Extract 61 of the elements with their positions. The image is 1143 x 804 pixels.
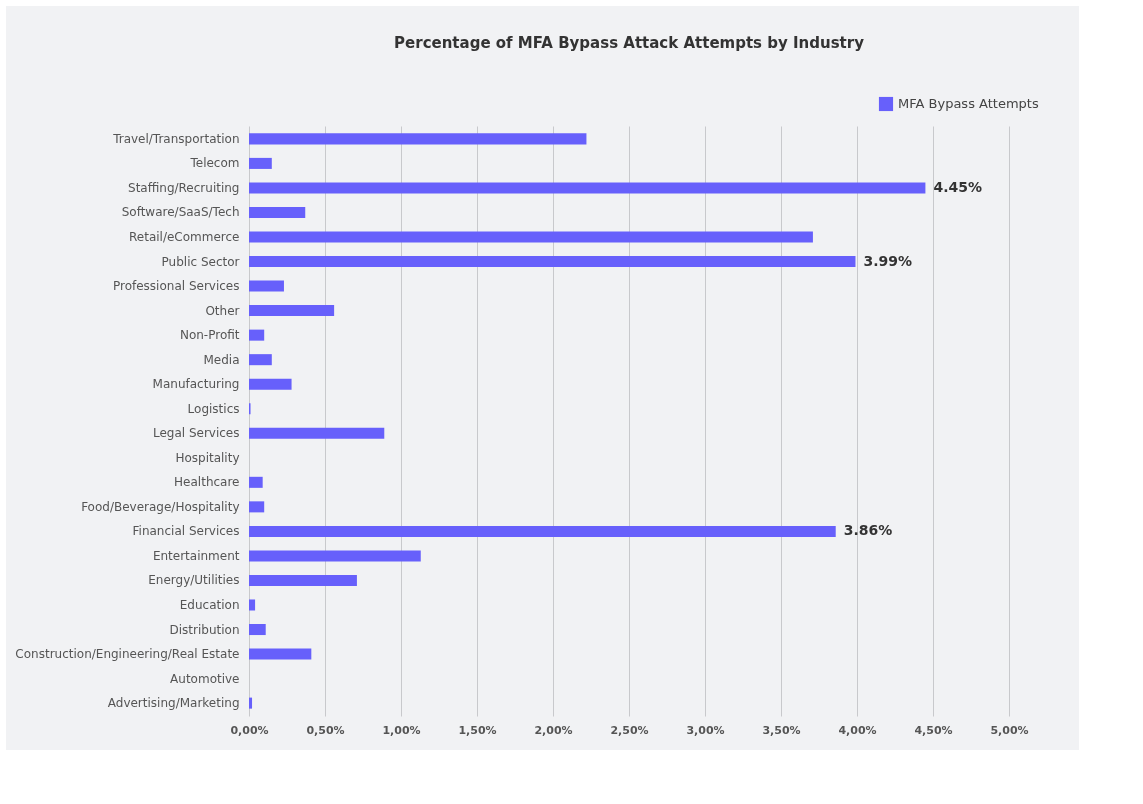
y-tick-label: Construction/Engineering/Real Estate [15,647,240,662]
y-tick-label: Staffing/Recruiting [128,180,240,195]
y-tick-label: Distribution [169,622,240,637]
y-tick-label: Media [203,352,240,367]
y-tick-label: Manufacturing [152,377,240,392]
bar [249,550,421,562]
bar [249,624,266,636]
y-tick-label: Automotive [170,671,240,686]
bar [249,378,292,390]
y-tick-label: Other [205,303,240,318]
y-tick-label: Telecom [189,156,240,171]
y-tick-label: Hospitality [175,450,240,465]
x-tick-label: 0,00% [230,723,269,737]
x-tick-label: 3,50% [762,723,801,737]
x-tick-label: 3,00% [686,723,725,737]
x-tick-label: 1,00% [382,723,421,737]
y-tick-label: Education [179,597,240,612]
bar [249,206,306,218]
x-tick-label: 2,50% [610,723,649,737]
y-tick-label: Healthcare [174,475,240,490]
chart-title: Percentage of MFA Bypass Attack Attempts by Industry [394,34,865,52]
x-tick-label: 4,50% [914,723,953,737]
bar [249,354,272,366]
x-tick-label: 1,50% [458,723,497,737]
y-tick-label: Software/SaaS/Tech [121,205,240,220]
bar [249,133,587,145]
data-label: 4.45% [933,178,982,195]
bar [249,427,385,439]
bar [249,574,357,586]
bar [249,648,312,660]
bar [249,501,265,513]
bar [249,525,836,537]
y-tick-label: Advertising/Marketing [107,696,240,711]
bar [249,231,813,243]
y-tick-label: Logistics [187,401,240,416]
x-tick-label: 4,00% [838,723,877,737]
bar [249,182,926,194]
y-tick-label: Entertainment [152,548,240,563]
bar [249,305,335,317]
x-tick-label: 0,50% [306,723,345,737]
y-tick-label: Legal Services [152,426,240,441]
x-tick-label: 2,00% [534,723,573,737]
y-tick-label: Retail/eCommerce [129,230,240,245]
bar [249,157,272,169]
bar [249,329,265,341]
bar [249,599,256,611]
y-tick-label: Professional Services [112,279,240,294]
data-label: 3.99% [863,252,913,269]
x-tick-label: 5,00% [990,723,1029,737]
y-tick-label: Travel/Transportation [112,131,240,146]
y-tick-label: Food/Beverage/Hospitality [81,499,240,514]
data-label: 3.86% [843,522,893,539]
y-tick-label: Financial Services [132,524,240,539]
bar [249,697,253,709]
y-tick-label: Energy/Utilities [148,573,240,588]
y-tick-label: Non-Profit [179,328,240,343]
bar [249,476,263,488]
y-tick-label: Public Sector [161,254,240,269]
bar [249,256,856,268]
bar [249,280,284,292]
legend-label: MFA Bypass Attempts [898,96,1039,111]
